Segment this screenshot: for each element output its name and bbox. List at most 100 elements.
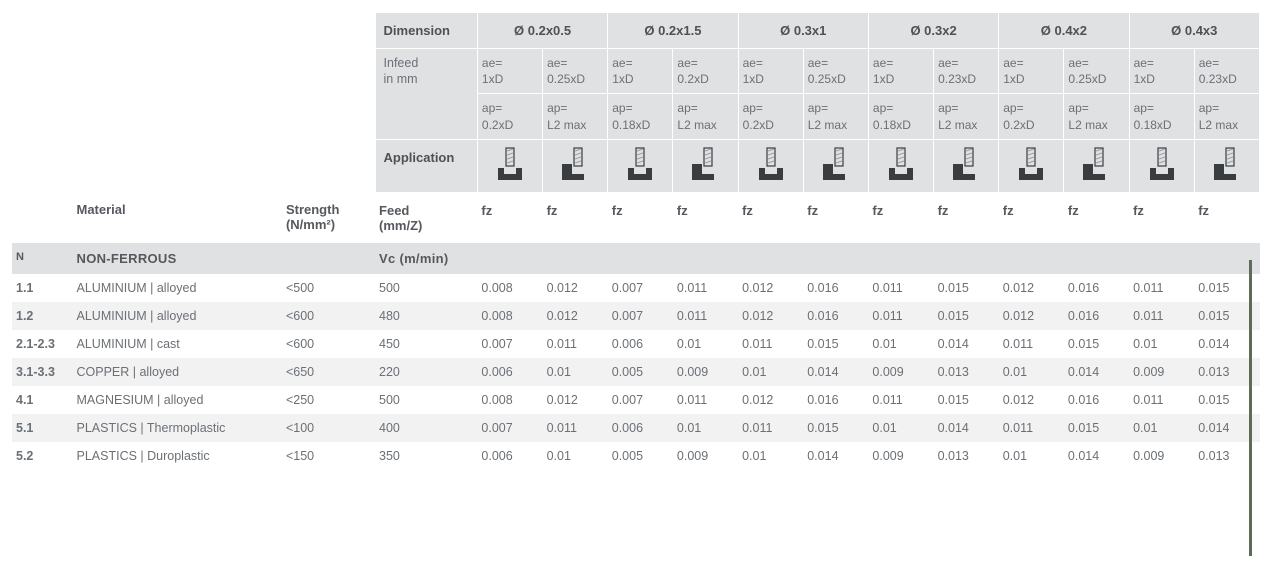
section-row: N NON-FERROUS Vc (m/min) <box>12 243 1260 274</box>
fz-value: 0.01 <box>673 414 738 442</box>
fz-value: 0.007 <box>608 274 673 302</box>
fz-value: 0.014 <box>934 330 999 358</box>
fz-value: 0.01 <box>673 330 738 358</box>
row-material: ALUMINIUM | alloyed <box>73 274 282 302</box>
fz-header: fz <box>543 192 608 243</box>
fz-value: 0.011 <box>1129 386 1194 414</box>
table-row: 1.2ALUMINIUM | alloyed<6004800.0080.0120… <box>12 302 1260 330</box>
fz-value: 0.012 <box>543 274 608 302</box>
row-code: 5.1 <box>12 414 73 442</box>
row-material: COPPER | alloyed <box>73 358 282 386</box>
row-strength: <150 <box>282 442 375 470</box>
fz-value: 0.015 <box>803 414 868 442</box>
fz-value: 0.014 <box>1064 358 1129 386</box>
fz-header: fz <box>738 192 803 243</box>
fz-header: fz <box>1194 192 1259 243</box>
dimension-row: Dimension Ø 0.2x0.5 Ø 0.2x1.5 Ø 0.3x1 Ø … <box>12 13 1260 49</box>
fz-header: fz <box>673 192 738 243</box>
shoulder-mill-icon <box>543 139 608 192</box>
row-code: 1.2 <box>12 302 73 330</box>
fz-value: 0.007 <box>477 414 542 442</box>
fz-value: 0.012 <box>999 386 1064 414</box>
row-strength: <600 <box>282 302 375 330</box>
shoulder-mill-icon <box>673 139 738 192</box>
fz-value: 0.015 <box>1064 414 1129 442</box>
row-vc: 450 <box>375 330 477 358</box>
fz-header: fz <box>1064 192 1129 243</box>
dimension-label: Dimension <box>375 13 477 49</box>
fz-value: 0.012 <box>738 274 803 302</box>
fz-value: 0.011 <box>673 274 738 302</box>
fz-value: 0.01 <box>738 442 803 470</box>
fz-header: fz <box>999 192 1064 243</box>
fz-value: 0.015 <box>934 386 999 414</box>
fz-value: 0.015 <box>1064 330 1129 358</box>
row-vc: 500 <box>375 386 477 414</box>
fz-value: 0.011 <box>1129 274 1194 302</box>
fz-value: 0.007 <box>608 386 673 414</box>
column-headers: Material Strength (N/mm²) Feed (mm/Z) fz… <box>12 192 1260 243</box>
row-vc: 350 <box>375 442 477 470</box>
fz-value: 0.015 <box>934 274 999 302</box>
dim-3: Ø 0.3x2 <box>868 13 998 49</box>
fz-value: 0.008 <box>477 386 542 414</box>
fz-value: 0.005 <box>608 442 673 470</box>
fz-value: 0.016 <box>1064 274 1129 302</box>
fz-value: 0.011 <box>868 274 933 302</box>
shoulder-mill-icon <box>1064 139 1129 192</box>
fz-value: 0.009 <box>1129 358 1194 386</box>
table-row: 3.1-3.3COPPER | alloyed<6502200.0060.010… <box>12 358 1260 386</box>
row-code: 1.1 <box>12 274 73 302</box>
fz-value: 0.015 <box>803 330 868 358</box>
shoulder-mill-icon <box>934 139 999 192</box>
fz-value: 0.011 <box>673 386 738 414</box>
fz-value: 0.016 <box>1064 302 1129 330</box>
fz-value: 0.01 <box>543 358 608 386</box>
fz-value: 0.011 <box>999 414 1064 442</box>
fz-value: 0.012 <box>999 302 1064 330</box>
fz-value: 0.009 <box>1129 442 1194 470</box>
fz-header: fz <box>803 192 868 243</box>
fz-value: 0.009 <box>673 442 738 470</box>
material-header: Material <box>73 192 282 243</box>
row-material: PLASTICS | Thermoplastic <box>73 414 282 442</box>
fz-header: fz <box>477 192 542 243</box>
fz-value: 0.01 <box>1129 330 1194 358</box>
fz-value: 0.009 <box>673 358 738 386</box>
strength-header: Strength (N/mm²) <box>282 192 375 243</box>
fz-value: 0.014 <box>1064 442 1129 470</box>
row-strength: <100 <box>282 414 375 442</box>
fz-value: 0.01 <box>999 358 1064 386</box>
fz-value: 0.005 <box>608 358 673 386</box>
fz-value: 0.012 <box>738 386 803 414</box>
fz-value: 0.011 <box>543 414 608 442</box>
slot-mill-icon <box>608 139 673 192</box>
row-code: 5.2 <box>12 442 73 470</box>
fz-value: 0.013 <box>934 442 999 470</box>
shoulder-mill-icon <box>1194 139 1259 192</box>
fz-value: 0.012 <box>543 386 608 414</box>
row-vc: 400 <box>375 414 477 442</box>
fz-value: 0.011 <box>738 330 803 358</box>
fz-value: 0.01 <box>868 414 933 442</box>
row-vc: 220 <box>375 358 477 386</box>
fz-value: 0.016 <box>803 386 868 414</box>
table-row: 5.2PLASTICS | Duroplastic<1503500.0060.0… <box>12 442 1260 470</box>
cutting-data-table: Dimension Ø 0.2x0.5 Ø 0.2x1.5 Ø 0.3x1 Ø … <box>12 12 1260 470</box>
fz-value: 0.011 <box>868 386 933 414</box>
fz-value: 0.01 <box>1129 414 1194 442</box>
fz-value: 0.011 <box>999 330 1064 358</box>
row-material: ALUMINIUM | alloyed <box>73 302 282 330</box>
infeed-label: Infeed in mm <box>375 49 477 140</box>
row-material: MAGNESIUM | alloyed <box>73 386 282 414</box>
fz-value: 0.014 <box>934 414 999 442</box>
fz-value: 0.006 <box>608 330 673 358</box>
fz-value: 0.01 <box>738 358 803 386</box>
fz-value: 0.012 <box>543 302 608 330</box>
table-row: 4.1MAGNESIUM | alloyed<2505000.0080.0120… <box>12 386 1260 414</box>
slot-mill-icon <box>868 139 933 192</box>
table-row: 5.1PLASTICS | Thermoplastic<1004000.0070… <box>12 414 1260 442</box>
fz-value: 0.008 <box>477 302 542 330</box>
fz-value: 0.011 <box>738 414 803 442</box>
fz-value: 0.011 <box>673 302 738 330</box>
